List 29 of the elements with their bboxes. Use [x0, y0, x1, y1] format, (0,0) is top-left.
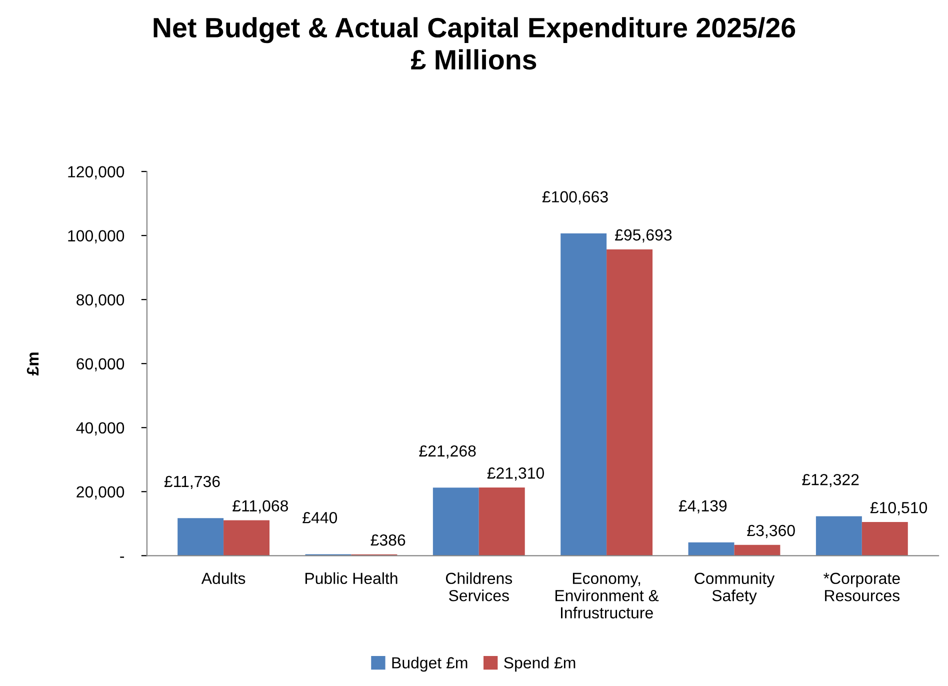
data-label: £386 — [370, 534, 406, 546]
x-tick-label: *Corporate Resources — [824, 572, 900, 602]
data-label: £100,663 — [542, 191, 608, 204]
data-label: £12,322 — [802, 474, 859, 488]
data-label: £4,139 — [678, 500, 727, 514]
data-label: £440 — [302, 512, 338, 524]
data-label: £95,693 — [615, 229, 672, 242]
y-tick-label: 20,000 — [76, 486, 124, 500]
data-label: £10,510 — [870, 502, 928, 516]
legend-label: Spend £m — [504, 656, 576, 672]
y-tick-label: 80,000 — [76, 294, 124, 308]
y-tick-label: 100,000 — [68, 230, 124, 244]
y-tick-label: 60,000 — [76, 358, 124, 372]
data-label: £11,068 — [232, 500, 288, 514]
x-tick-label: Childrens Services — [446, 572, 512, 602]
chart-title: Net Budget & Actual Capital Expenditure 2025/26 £ Millions — [154, 17, 796, 70]
y-axis-title: £m — [26, 352, 39, 376]
x-tick-label: Economy, Environment & Infrustructure — [556, 572, 659, 618]
y-tick-label: - — [120, 556, 124, 558]
data-label: £11,736 — [164, 476, 220, 490]
x-tick-label: Community Safety — [694, 572, 775, 604]
data-label: £21,310 — [487, 467, 544, 481]
y-tick-label: 40,000 — [76, 422, 124, 436]
x-tick-label: Adults — [201, 572, 246, 584]
x-tick-label: Public Health — [305, 572, 398, 584]
legend-label: Budget £m — [392, 656, 468, 672]
data-label: £21,268 — [419, 445, 476, 459]
data-label: £3,360 — [747, 524, 795, 538]
y-tick-label: 120,000 — [68, 166, 124, 180]
